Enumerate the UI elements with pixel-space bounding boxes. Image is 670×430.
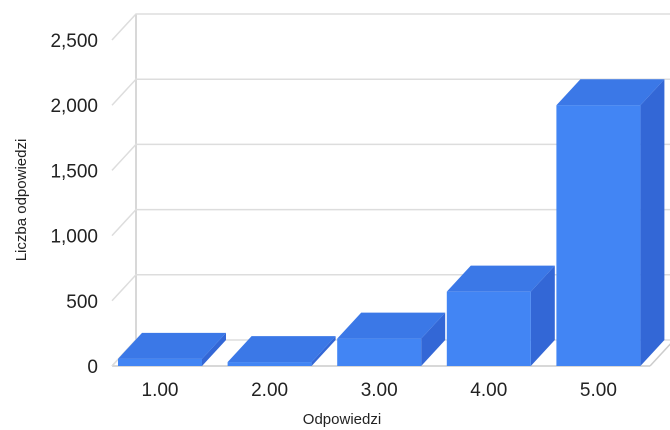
bar [337,312,446,366]
x-tick-label: 4.00 [470,380,507,401]
bar-side-face [311,336,336,366]
bar-top-face [118,332,226,359]
gridline [111,208,670,237]
bar-front-face [337,338,422,366]
x-tick-label: 2.00 [251,380,288,401]
y-tick-labels: 0 500 1,000 1,500 2,000 2,500 [50,31,98,378]
bar-front-face [227,362,312,366]
bar-top-face [446,265,555,292]
y-tick-label: 500 [66,292,98,313]
bar-front-face [446,291,531,366]
bar-side-face [530,265,555,366]
bar [227,336,336,366]
x-tick-label: 5.00 [580,380,617,401]
bar-top-face [337,312,446,339]
y-tick-label: 2,000 [50,96,98,117]
x-tick-label: 3.00 [361,380,398,401]
floor-right-edge [649,343,670,367]
bars-layer [118,79,665,366]
y-axis-title: Liczba odpowiedzi [13,139,30,262]
bar [446,265,555,366]
y-tick-label: 1,500 [50,161,98,182]
bar-side-face [202,332,226,366]
bar-top-face [556,79,665,106]
bar-front-face [118,358,202,366]
x-tick-labels: 1.00 2.00 3.00 4.00 5.00 [142,380,617,401]
y-tick-label: 1,000 [50,227,98,248]
gridline [111,143,670,171]
x-axis-title: Odpowiedzi [303,411,381,428]
bar-side-face [640,79,665,366]
gridline [111,78,670,106]
y-tick-label: 2,500 [50,31,98,52]
x-tick-label: 1.00 [142,380,179,401]
gridline [111,13,670,41]
bar-top-face [227,336,336,363]
bar [556,79,665,366]
bar-front-face [556,105,641,366]
bar [118,332,226,366]
bar-side-face [421,312,446,366]
y-tick-label: 0 [87,357,98,378]
